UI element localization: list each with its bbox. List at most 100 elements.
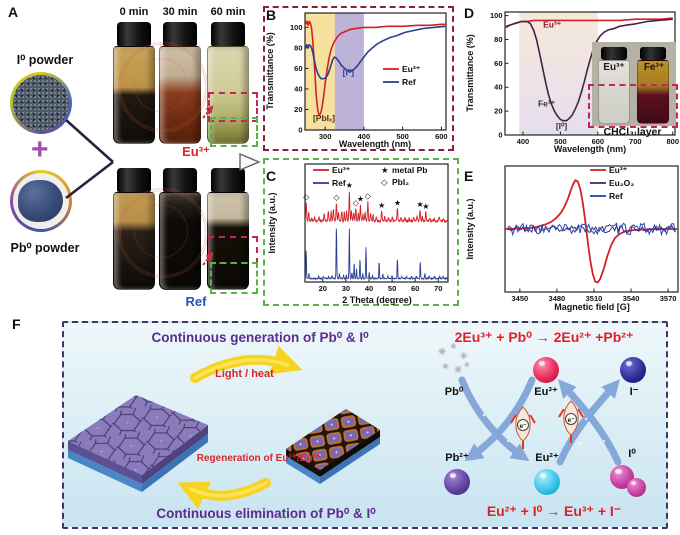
- svg-text:3570: 3570: [660, 294, 677, 303]
- electron-symbol: e⁻: [519, 423, 527, 430]
- svg-text:Transmittance (%): Transmittance (%): [465, 34, 475, 112]
- panel-c-label: C: [266, 168, 277, 184]
- svg-text:40: 40: [365, 284, 373, 293]
- vial-body: [598, 60, 630, 124]
- university-seal-inner-ring: [134, 58, 188, 112]
- svg-text:500: 500: [396, 132, 409, 141]
- svg-text:Eu³⁺: Eu³⁺: [332, 165, 351, 175]
- svg-text:Transmittance (%): Transmittance (%): [265, 32, 275, 110]
- inset-highlight-box: [588, 84, 678, 128]
- epr-chart: 3450 3480 3510 3540 3570 Magnetic field [G] In…: [465, 165, 679, 312]
- regeneration-label: Regeneration of Eu³⁺/Eu²⁺: [196, 453, 322, 464]
- svg-text:★: ★: [394, 198, 401, 207]
- svg-text:60: 60: [494, 59, 502, 68]
- svg-text:20: 20: [494, 107, 502, 116]
- svg-text:★: ★: [378, 201, 385, 210]
- svg-text:Eu₂O₃: Eu₂O₃: [609, 178, 634, 188]
- red-pointer-arrow-top-icon: [202, 105, 214, 119]
- panel-c-box: [263, 158, 459, 306]
- i0-species-label: I⁰: [628, 448, 636, 460]
- inset-fe-label: Fe³⁺: [643, 62, 665, 73]
- pb0-atoms-cluster-icon: ✳✳ ✳✳ ✳ ✳: [438, 342, 470, 376]
- eu3-sample-label: Eu³⁺: [182, 144, 210, 159]
- svg-text:◇: ◇: [365, 192, 372, 201]
- inset-eu-label: Eu³⁺: [603, 62, 625, 73]
- svg-text:Eu³⁺: Eu³⁺: [402, 64, 421, 74]
- electron-flame-icon-right: e⁻: [558, 400, 584, 443]
- svg-text:PbI₂: PbI₂: [392, 177, 409, 187]
- svg-text:100: 100: [290, 23, 303, 32]
- svg-text:✳: ✳: [450, 342, 457, 351]
- svg-text:Eu³⁺: Eu³⁺: [543, 20, 562, 30]
- lead-powder-label: Pb⁰ powder: [10, 241, 80, 255]
- lead-powder-image: [13, 173, 69, 229]
- panel-a-connector-graphics: [65, 105, 261, 266]
- svg-text:3540: 3540: [623, 294, 640, 303]
- vial-body: [207, 192, 249, 290]
- svg-text:800: 800: [666, 137, 679, 146]
- svg-text:70: 70: [434, 284, 442, 293]
- eu3-species-label: Eu³⁺: [534, 386, 558, 398]
- svg-text:3480: 3480: [549, 294, 566, 303]
- svg-text:2 Theta (degree): 2 Theta (degree): [342, 295, 412, 305]
- iodide-sphere: [620, 357, 646, 383]
- svg-text:◇: ◇: [353, 198, 360, 207]
- vial-body: [637, 60, 669, 124]
- lead-powder-blob: [18, 179, 63, 223]
- reaction-arrow-head-icon: [239, 152, 261, 172]
- pb0-species-label: Pb⁰: [444, 386, 464, 398]
- svg-text:60: 60: [411, 284, 419, 293]
- iodine-powder-image: [13, 75, 69, 131]
- svg-text:20: 20: [294, 105, 302, 114]
- arrow-i0-to-eu3: [558, 379, 622, 466]
- vial-cap: [640, 47, 666, 60]
- inset-caption: CHCl₃ layer: [603, 126, 662, 138]
- iminus-species-label: I⁻: [629, 386, 639, 398]
- svg-text:★: ★: [416, 200, 423, 209]
- equation-reduction: Eu²⁺ + I⁰ → Eu³⁺ + I⁻: [486, 503, 622, 519]
- svg-text:600: 600: [435, 132, 448, 141]
- arrow-sparkles: [482, 413, 606, 445]
- equation-oxidation: 2Eu³⁺ + Pb⁰ → 2Eu²⁺ +Pb²⁺: [454, 329, 634, 345]
- iodine-powder-photo: [10, 72, 72, 134]
- xrd-chart: 20 30 40 50 60 70 2 Theta (degree) Intensity (a…: [267, 163, 449, 305]
- iodine-powder-label: I⁰ powder: [16, 53, 74, 67]
- svg-text:Eu³⁺: Eu³⁺: [609, 165, 628, 175]
- svg-text:Wavelength (nm): Wavelength (nm): [339, 139, 411, 149]
- svg-text:Ref: Ref: [332, 178, 346, 188]
- electron-symbol: e⁻: [567, 417, 575, 424]
- pristine-film-illustration: [68, 395, 208, 492]
- svg-text:3510: 3510: [586, 294, 603, 303]
- branch-line-lead: [65, 160, 114, 200]
- svg-text:100: 100: [490, 11, 503, 20]
- university-seal-inner-ring: [134, 204, 188, 258]
- eu2-sphere: [534, 469, 560, 495]
- panel-e-label: E: [464, 168, 474, 184]
- svg-text:Ref: Ref: [609, 191, 623, 201]
- pb2-species-label: Pb²⁺: [445, 452, 469, 464]
- svg-text:50: 50: [388, 284, 396, 293]
- svg-text:★: ★: [381, 165, 389, 175]
- arrow-eu3-to-pb2: [464, 376, 536, 462]
- arrow-pb0-to-eu2: [458, 376, 530, 462]
- electron-flame-icon-left: e⁻: [510, 406, 536, 449]
- ref-sample-label: Ref: [185, 294, 207, 309]
- svg-text:✳: ✳: [464, 361, 470, 369]
- generation-title: Continuous generation of Pb⁰ & I⁰: [151, 330, 369, 345]
- svg-text:40: 40: [494, 83, 502, 92]
- vial-cap: [211, 22, 245, 46]
- svg-text:✳: ✳: [460, 351, 468, 361]
- svg-text:Intensity (a.u.): Intensity (a.u.): [465, 198, 475, 259]
- svg-text:Wavelength (nm): Wavelength (nm): [554, 144, 626, 154]
- mechanism-graphics: ✳✳ ✳✳ ✳ ✳ e⁻ e⁻: [68, 342, 622, 510]
- highlight-box-red-bottom: [208, 236, 258, 264]
- svg-text:★: ★: [357, 195, 364, 204]
- eu3-sphere: [533, 357, 559, 383]
- svg-text:✳: ✳: [454, 365, 463, 376]
- svg-text:◇: ◇: [303, 192, 310, 201]
- svg-text:Ref: Ref: [402, 77, 416, 87]
- branch-line-iodine: [65, 119, 114, 163]
- redox-cycle-arrows: [458, 376, 622, 466]
- svg-text:700: 700: [629, 137, 642, 146]
